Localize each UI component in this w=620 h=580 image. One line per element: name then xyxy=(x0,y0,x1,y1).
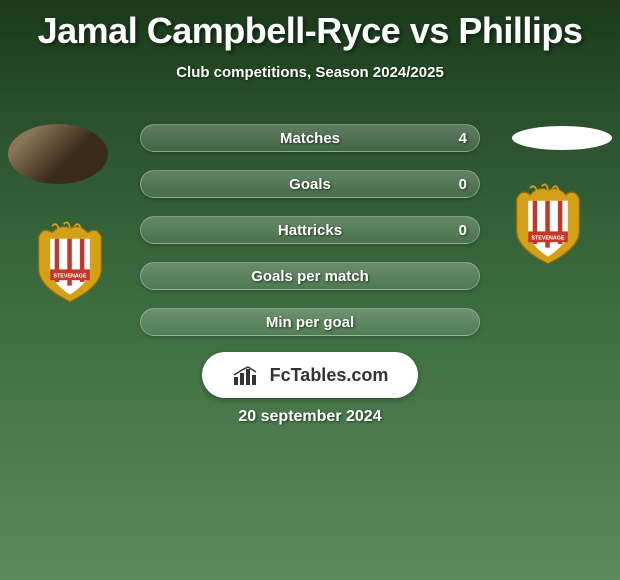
date-text: 20 september 2024 xyxy=(0,408,620,426)
stat-row-matches: Matches 4 xyxy=(140,124,480,152)
club-crest-left: STEVENAGE xyxy=(20,214,120,314)
player-photo-right xyxy=(512,126,612,150)
svg-text:STEVENAGE: STEVENAGE xyxy=(531,236,565,242)
stat-value-right: 4 xyxy=(459,130,467,147)
club-crest-right: STEVENAGE xyxy=(498,176,598,276)
crest-icon: STEVENAGE xyxy=(503,181,593,271)
stat-value-right: 0 xyxy=(459,176,467,193)
stat-row-hattricks: Hattricks 0 xyxy=(140,216,480,244)
stat-label: Goals xyxy=(289,176,331,193)
player-photo-left xyxy=(8,124,108,184)
stat-value-right: 0 xyxy=(459,222,467,239)
stat-row-goals: Goals 0 xyxy=(140,170,480,198)
stat-label: Goals per match xyxy=(251,268,369,285)
page-title: Jamal Campbell-Ryce vs Phillips xyxy=(0,0,620,52)
logo-bar: FcTables.com xyxy=(202,352,418,398)
stat-label: Hattricks xyxy=(278,222,342,239)
subtitle: Club competitions, Season 2024/2025 xyxy=(0,64,620,81)
svg-text:STEVENAGE: STEVENAGE xyxy=(53,274,87,280)
stat-row-min-per-goal: Min per goal xyxy=(140,308,480,336)
stat-label: Matches xyxy=(280,130,340,147)
bar-chart-icon xyxy=(232,365,264,385)
stats-container: Matches 4 Goals 0 Hattricks 0 Goals per … xyxy=(140,124,480,354)
logo-text: FcTables.com xyxy=(270,365,389,386)
crest-icon: STEVENAGE xyxy=(25,219,115,309)
stat-label: Min per goal xyxy=(266,314,354,331)
stat-row-goals-per-match: Goals per match xyxy=(140,262,480,290)
